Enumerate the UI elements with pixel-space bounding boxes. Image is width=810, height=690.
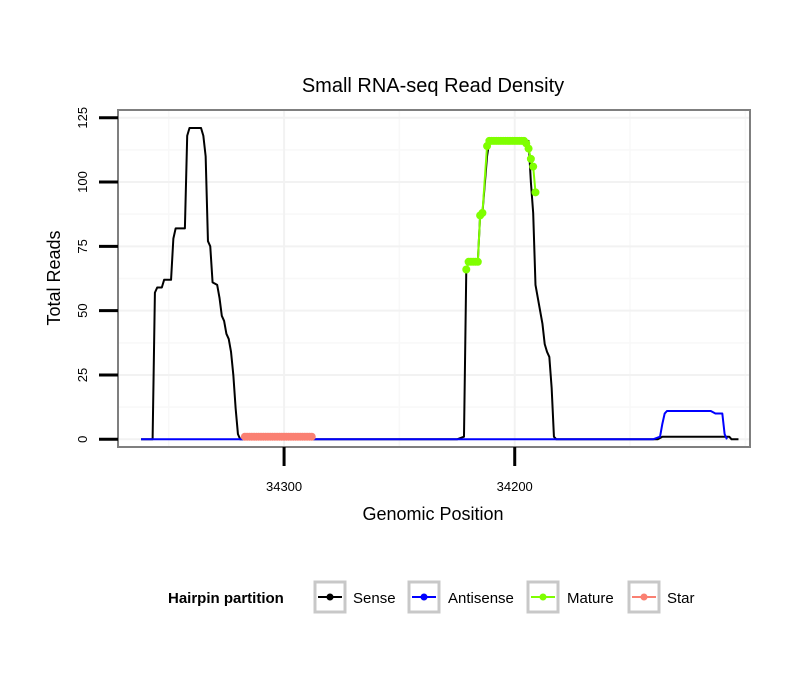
series-point-mature — [529, 162, 538, 171]
series-point-star — [307, 432, 316, 441]
x-tick-label: 34200 — [497, 479, 533, 494]
x-tick-label: 34300 — [266, 479, 302, 494]
legend-item-star: Star — [627, 580, 695, 614]
legend: Hairpin partition Sense Antisense Mature… — [168, 580, 695, 614]
y-tick-label: 125 — [75, 107, 90, 129]
y-axis-label: Total Reads — [44, 230, 64, 325]
legend-label-mature: Mature — [567, 590, 614, 607]
legend-point-sense — [326, 593, 334, 601]
legend-label-star: Star — [667, 590, 695, 607]
plot-panel-border — [117, 109, 751, 448]
legend-item-sense: Sense — [313, 580, 396, 614]
y-tick-label: 100 — [75, 171, 90, 193]
y-tick-label: 25 — [75, 368, 90, 382]
y-tick-label: 75 — [75, 239, 90, 253]
legend-label-sense: Sense — [353, 590, 396, 607]
y-tick-label: 50 — [75, 303, 90, 317]
legend-item-mature: Mature — [526, 580, 614, 614]
series-point-mature — [526, 154, 535, 163]
legend-point-mature — [539, 593, 547, 601]
x-axis-label: Genomic Position — [362, 504, 503, 524]
series-layer — [141, 127, 739, 441]
legend-point-star — [640, 593, 648, 601]
series-point-mature — [531, 188, 540, 197]
series-line-antisense — [141, 409, 728, 441]
legend-title: Hairpin partition — [168, 590, 284, 607]
series-line-sense — [141, 127, 739, 441]
y-axis: 0 25 50 75 100 125 — [75, 107, 118, 443]
series-point-mature — [473, 257, 482, 266]
grid-minor — [118, 110, 750, 447]
series-point-mature — [462, 265, 471, 274]
y-tick-label: 0 — [75, 436, 90, 443]
series-point-mature — [524, 144, 533, 153]
legend-point-antisense — [420, 593, 428, 601]
plot-panel — [117, 109, 751, 448]
chart-title: Small RNA-seq Read Density — [302, 75, 564, 97]
legend-item-antisense: Antisense — [407, 580, 514, 614]
series-point-mature — [478, 208, 487, 217]
x-axis: 34300 34200 — [266, 447, 533, 494]
legend-label-antisense: Antisense — [448, 590, 514, 607]
